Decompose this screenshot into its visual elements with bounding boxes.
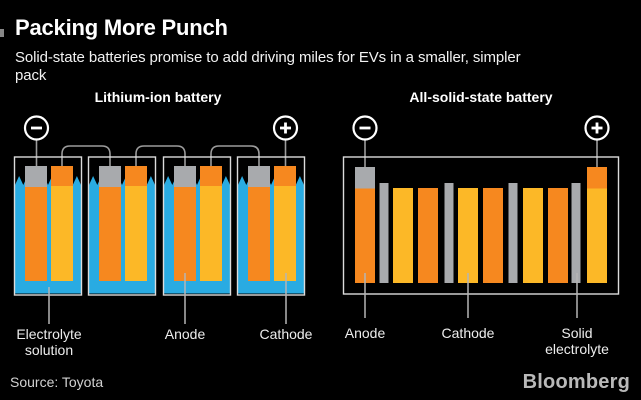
anode-bar bbox=[483, 188, 503, 283]
cell-case-outline bbox=[162, 156, 232, 296]
anode-bar bbox=[418, 188, 438, 283]
cell-case-outline bbox=[13, 156, 83, 296]
callout-line: Cathode bbox=[259, 326, 313, 342]
label-electrolyte-solution: Electrolyte solution bbox=[16, 326, 81, 358]
page-subtitle: Solid-state batteries promise to add dri… bbox=[15, 49, 521, 85]
anode-collector-cap bbox=[355, 167, 375, 189]
callout-line: Electrolyte bbox=[16, 326, 82, 342]
cathode-collector-cap bbox=[587, 167, 607, 189]
cell-connector-wire bbox=[61, 145, 111, 167]
solid-electrolyte-bar bbox=[508, 183, 518, 283]
source-credit: Source: Toyota bbox=[10, 374, 104, 390]
anode-body bbox=[248, 187, 270, 281]
label-solid-cathode: Cathode bbox=[442, 325, 495, 341]
callout-line: Anode bbox=[164, 326, 206, 342]
label-solid-anode: Anode bbox=[345, 325, 385, 341]
anode-collector-cap bbox=[99, 166, 121, 187]
label-liion-anode: Anode bbox=[165, 326, 205, 342]
label-solid-electrolyte: Solid electrolyte bbox=[545, 325, 609, 357]
subtitle-line-1: Solid-state batteries promise to add dri… bbox=[15, 49, 521, 66]
cathode-bar bbox=[587, 188, 607, 283]
cathode-body bbox=[200, 186, 222, 281]
page-title: Packing More Punch bbox=[15, 15, 228, 40]
solid-electrolyte-bar bbox=[571, 183, 581, 283]
cell-connector-wire bbox=[210, 145, 260, 167]
solid-state-diagram-title: All-solid-state battery bbox=[409, 89, 553, 105]
callout-line: Solid bbox=[561, 325, 593, 341]
cathode-collector-cap bbox=[51, 166, 73, 186]
anode-collector-cap bbox=[25, 166, 47, 187]
cathode-collector-cap bbox=[125, 166, 147, 186]
cathode-collector-cap bbox=[200, 166, 222, 186]
lithium-ion-diagram-title: Lithium-ion battery bbox=[94, 89, 222, 105]
cathode-collector-cap bbox=[274, 166, 296, 186]
subtitle-line-2: pack bbox=[15, 67, 47, 84]
cathode-bar bbox=[458, 188, 478, 283]
cell-connector-wire bbox=[135, 145, 186, 167]
anode-body bbox=[25, 187, 47, 281]
bloomberg-logo: Bloomberg bbox=[522, 371, 630, 393]
anode-collector-cap bbox=[174, 166, 196, 187]
screen-artifact bbox=[0, 29, 4, 37]
callout-line: solution bbox=[24, 342, 74, 358]
solid-state-case-outline bbox=[342, 156, 620, 295]
anode-bar bbox=[355, 188, 375, 283]
anode-body bbox=[174, 187, 196, 281]
callout-line: Anode bbox=[344, 325, 386, 341]
cathode-body bbox=[125, 186, 147, 281]
callout-line: Cathode bbox=[441, 325, 495, 341]
cell-case-outline bbox=[236, 156, 306, 296]
anode-collector-cap bbox=[248, 166, 270, 187]
solid-electrolyte-bar bbox=[379, 183, 389, 283]
callout-line: electrolyte bbox=[545, 341, 609, 357]
label-liion-cathode: Cathode bbox=[260, 326, 313, 342]
cell-case-outline bbox=[87, 156, 157, 296]
cathode-body bbox=[274, 186, 296, 281]
anode-body bbox=[99, 187, 121, 281]
cathode-body bbox=[51, 186, 73, 281]
cathode-bar bbox=[523, 188, 543, 283]
anode-bar bbox=[548, 188, 568, 283]
cathode-bar bbox=[393, 188, 413, 283]
solid-electrolyte-bar bbox=[444, 183, 454, 283]
